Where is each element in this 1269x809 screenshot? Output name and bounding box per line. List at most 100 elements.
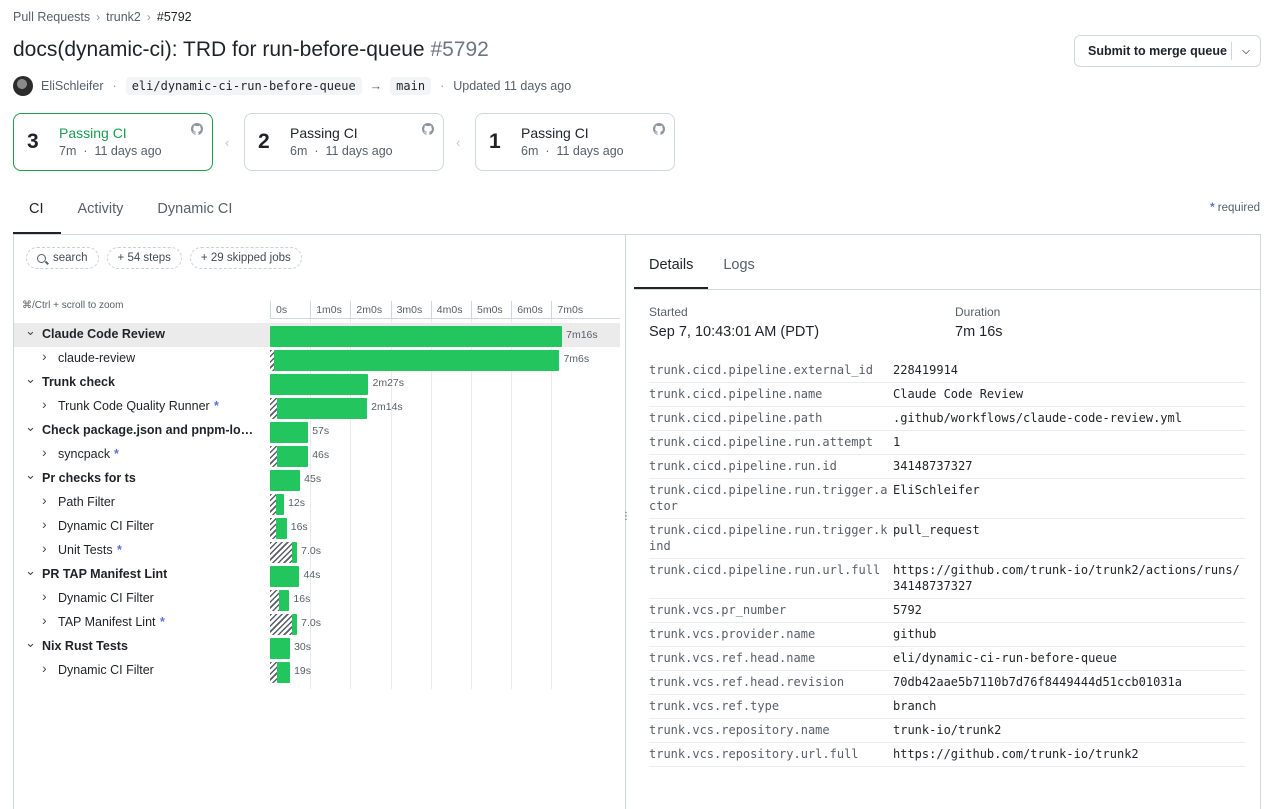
chevron-down-icon[interactable]: ⌄	[25, 371, 36, 386]
job-group-row[interactable]: ⌄ PR TAP Manifest Lint 44s	[14, 563, 620, 587]
chevron-right-icon[interactable]: ›	[42, 540, 47, 556]
job-group-row[interactable]: ⌄ Pr checks for ts 45s	[14, 467, 620, 491]
chevron-right-icon[interactable]: ›	[42, 660, 47, 676]
duration-bar[interactable]	[270, 566, 300, 587]
submit-to-merge-queue-button[interactable]: Submit to merge queue ⌵	[1074, 35, 1261, 67]
attribute-key: trunk.vcs.ref.head.revision	[649, 675, 845, 689]
main-tabs: CI Activity Dynamic CI	[13, 190, 249, 234]
chevron-down-icon[interactable]: ⌄	[25, 323, 36, 338]
attribute-key: trunk.cicd.pipeline.run.url.full	[649, 563, 881, 577]
updated-time: Updated 11 days ago	[453, 79, 572, 93]
run-card-2[interactable]: 2 Passing CI 6m · 11 days ago	[244, 113, 444, 171]
chevron-down-icon[interactable]: ⌄	[25, 563, 36, 578]
duration-label: 2m14s	[371, 401, 403, 413]
duration-bar[interactable]	[276, 494, 285, 515]
duration-label: 44s	[303, 569, 321, 581]
axis-tick: 0s	[270, 301, 287, 319]
chevron-right-icon[interactable]: ›	[42, 612, 47, 628]
run-card-3[interactable]: 3 Passing CI 7m · 11 days ago	[13, 113, 213, 171]
duration-bar[interactable]	[270, 638, 291, 659]
attribute-key: trunk.cicd.pipeline.run.attempt	[649, 435, 873, 449]
duration-bar[interactable]	[278, 590, 290, 611]
chevron-right-icon[interactable]: ›	[42, 516, 47, 532]
attribute-row: trunk.cicd.pipeline.run.url.full https://…	[649, 559, 1245, 599]
breadcrumb-pull-requests[interactable]: Pull Requests	[13, 10, 91, 24]
job-row[interactable]: › Unit Tests * 7.0s	[14, 539, 620, 563]
duration-bar[interactable]	[277, 398, 368, 419]
attribute-value: branch	[893, 699, 937, 713]
attribute-value: github	[893, 627, 937, 641]
tab-logs[interactable]: Logs	[723, 257, 755, 273]
avatar[interactable]	[13, 76, 33, 96]
chevron-right-icon[interactable]: ›	[42, 492, 47, 508]
run-number: 3	[27, 130, 39, 153]
job-name: Pr checks for ts	[42, 471, 136, 485]
job-row[interactable]: › claude-review 7m6s	[14, 347, 620, 371]
job-row[interactable]: › TAP Manifest Lint * 7.0s	[14, 611, 620, 635]
duration-bar[interactable]	[292, 614, 298, 635]
job-row[interactable]: › Dynamic CI Filter 16s	[14, 515, 620, 539]
chevron-right-icon[interactable]: ›	[42, 348, 47, 364]
chevron-right-icon[interactable]: ›	[42, 588, 47, 604]
head-branch[interactable]: eli/dynamic-ci-run-before-queue	[125, 77, 362, 95]
tab-details[interactable]: Details	[634, 249, 709, 289]
job-group-row[interactable]: ⌄ Trunk check 2m27s	[14, 371, 620, 395]
duration-bar[interactable]	[277, 662, 291, 683]
skipped-jobs-pill[interactable]: + 29 skipped jobs	[189, 247, 302, 269]
chevron-down-icon[interactable]: ⌄	[25, 635, 36, 650]
attribute-value: 34148737327	[893, 459, 973, 473]
job-row[interactable]: › Dynamic CI Filter 19s	[14, 659, 620, 683]
gridline	[350, 319, 352, 689]
separator-dot: ·	[440, 79, 445, 93]
queued-hatch	[270, 494, 277, 515]
duration-bar[interactable]	[277, 446, 309, 467]
required-star-icon: *	[117, 543, 122, 557]
attribute-key: trunk.cicd.pipeline.run.trigger.kind	[649, 523, 888, 553]
attribute-row: trunk.cicd.pipeline.run.attempt 1	[649, 431, 1245, 455]
duration-bar[interactable]	[276, 518, 287, 539]
base-branch[interactable]: main	[390, 77, 432, 95]
duration-bar[interactable]	[270, 326, 563, 347]
chevron-down-icon[interactable]: ⌄	[25, 467, 36, 482]
duration-label: 7.0s	[301, 545, 321, 557]
search-label: search	[53, 252, 88, 264]
attribute-row: trunk.cicd.pipeline.name Claude Code Revi…	[649, 383, 1245, 407]
job-row[interactable]: › syncpack * 46s	[14, 443, 620, 467]
job-row[interactable]: › Path Filter 12s	[14, 491, 620, 515]
breadcrumb-pr: #5792	[156, 10, 192, 24]
run-duration: 7m	[59, 144, 77, 158]
duration-bar[interactable]	[292, 542, 298, 563]
run-card-1[interactable]: 1 Passing CI 6m · 11 days ago	[475, 113, 675, 171]
chevron-down-icon[interactable]: ⌄	[25, 419, 36, 434]
job-group-row[interactable]: ⌄ Nix Rust Tests 30s	[14, 635, 620, 659]
duration-bar[interactable]	[270, 470, 301, 491]
author-name[interactable]: EliSchleifer	[41, 79, 104, 93]
run-meta: 7m · 11 days ago	[59, 144, 162, 158]
tab-activity[interactable]: Activity	[77, 201, 124, 217]
chevron-down-icon[interactable]: ⌵	[1242, 45, 1250, 57]
tab-ci[interactable]: CI	[13, 190, 61, 234]
axis-tick: 2m0s	[350, 301, 382, 319]
required-star-icon: *	[214, 399, 219, 413]
tab-dynamic-ci[interactable]: Dynamic CI	[157, 201, 233, 217]
duration-bar[interactable]	[270, 374, 369, 395]
duration-label: 2m27s	[372, 377, 404, 389]
queued-hatch	[270, 590, 279, 611]
attribute-value: .github/workflows/claude-code-review.yml	[893, 411, 1182, 425]
submit-to-merge-queue-label[interactable]: Submit to merge queue	[1088, 44, 1227, 58]
job-row[interactable]: › Trunk Code Quality Runner * 2m14s	[14, 395, 620, 419]
job-group-row[interactable]: ⌄ Check package.json and pnpm-lock.yaml 57…	[14, 419, 620, 443]
job-name: Trunk Code Quality Runner	[58, 399, 210, 413]
job-row[interactable]: › Dynamic CI Filter 16s	[14, 587, 620, 611]
resize-handle-icon[interactable]: ⋮	[621, 511, 631, 522]
duration-bar[interactable]	[274, 350, 560, 371]
steps-pill[interactable]: + 54 steps	[106, 247, 182, 269]
search-pill[interactable]: search	[26, 247, 99, 269]
job-group-row[interactable]: ⌄ Claude Code Review 7m16s	[14, 323, 620, 347]
duration-bar[interactable]	[270, 422, 309, 443]
chevron-right-icon[interactable]: ›	[42, 444, 47, 460]
attribute-row: trunk.cicd.pipeline.run.id 34148737327	[649, 455, 1245, 479]
required-legend: * required	[1210, 202, 1260, 214]
breadcrumb-repo[interactable]: trunk2	[106, 10, 141, 24]
chevron-right-icon[interactable]: ›	[42, 396, 47, 412]
